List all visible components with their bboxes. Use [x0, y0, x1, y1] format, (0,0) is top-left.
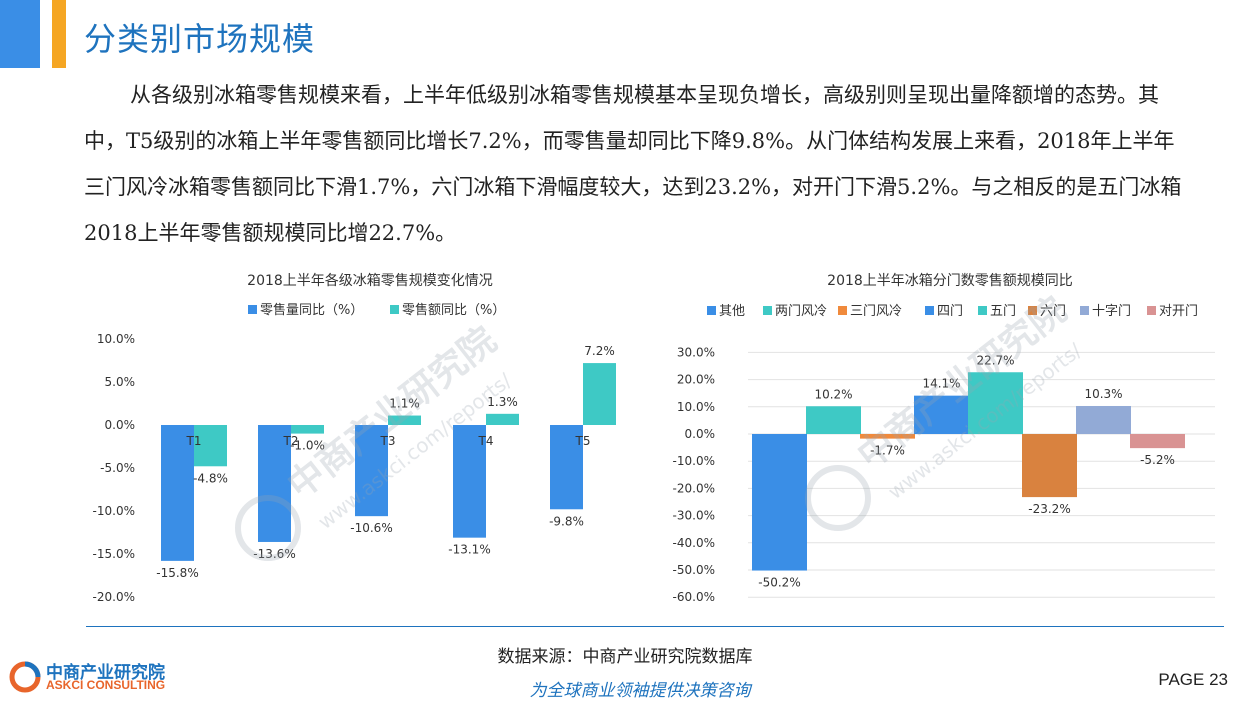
- bar: [550, 425, 583, 510]
- legend-label: 两门风冷: [775, 304, 827, 319]
- logo-text-en: ASKCI CONSULTING: [46, 678, 166, 692]
- legend-swatch: [390, 305, 399, 314]
- y-tick-label: -20.0%: [93, 590, 135, 604]
- y-tick-label: -15.0%: [93, 547, 135, 561]
- bar: [388, 415, 421, 425]
- data-label: -15.8%: [156, 566, 198, 580]
- body-paragraph: 从各级别冰箱零售规模来看，上半年低级别冰箱零售规模基本呈现负增长，高级别则呈现出…: [84, 72, 1184, 256]
- chart-title: 2018上半年冰箱分门数零售额规模同比: [827, 273, 1073, 289]
- y-tick-label: -5.0%: [100, 461, 135, 475]
- legend-swatch: [763, 306, 772, 315]
- y-tick-label: -60.0%: [673, 590, 715, 604]
- legend-swatch: [248, 305, 257, 314]
- y-tick-label: 5.0%: [105, 375, 136, 389]
- bar: [194, 425, 227, 467]
- bar: [860, 434, 915, 439]
- legend-label: 其他: [719, 304, 745, 319]
- data-label: 22.7%: [976, 353, 1014, 367]
- bar: [486, 413, 519, 425]
- x-tick-label: T4: [478, 434, 494, 448]
- bar: [1130, 434, 1185, 449]
- bar: [914, 395, 969, 434]
- x-tick-label: T3: [380, 434, 396, 448]
- legend-swatch: [838, 306, 847, 315]
- data-label: -10.6%: [350, 521, 392, 535]
- y-tick-label: 0.0%: [685, 427, 716, 441]
- footer-divider: [86, 626, 1224, 627]
- y-tick-label: 20.0%: [677, 373, 715, 387]
- legend-label: 六门: [1040, 304, 1066, 319]
- data-label: 7.2%: [584, 344, 615, 358]
- legend-label: 十字门: [1092, 304, 1131, 319]
- legend-label: 三门风冷: [850, 304, 902, 319]
- header-accent-bar-secondary: [52, 0, 66, 68]
- data-label: -9.8%: [549, 514, 584, 528]
- bar: [968, 372, 1023, 434]
- y-tick-label: 10.0%: [677, 400, 715, 414]
- y-tick-label: -40.0%: [673, 536, 715, 550]
- bar: [291, 425, 324, 434]
- header-accent-bar: [0, 0, 40, 68]
- data-label: 1.3%: [487, 395, 518, 409]
- data-label: -1.7%: [870, 444, 905, 458]
- legend-swatch: [1028, 306, 1037, 315]
- bar: [1022, 434, 1077, 498]
- data-source: 数据来源：中商产业研究院数据库: [497, 647, 753, 667]
- data-label: -13.1%: [448, 543, 490, 557]
- legend-label: 五门: [990, 304, 1016, 319]
- chart-title: 2018上半年各级冰箱零售规模变化情况: [247, 273, 493, 289]
- bar: [752, 434, 807, 571]
- y-tick-label: 0.0%: [105, 418, 136, 432]
- legend-label: 对开门: [1159, 304, 1198, 319]
- bar: [583, 363, 616, 425]
- legend-label: 零售量同比（%）: [260, 302, 363, 318]
- body-paragraph-text: 从各级别冰箱零售规模来看，上半年低级别冰箱零售规模基本呈现负增长，高级别则呈现出…: [84, 83, 1182, 245]
- y-tick-label: 10.0%: [97, 332, 135, 346]
- bar: [453, 425, 486, 538]
- page-title: 分类别市场规模: [84, 20, 316, 58]
- bar: [806, 406, 861, 434]
- legend-label: 零售额同比（%）: [402, 302, 505, 318]
- legend-swatch: [1147, 306, 1156, 315]
- bar: [1076, 405, 1131, 434]
- y-tick-label: 30.0%: [677, 345, 715, 359]
- data-label: 10.3%: [1084, 387, 1122, 401]
- data-label: -1.0%: [290, 439, 325, 453]
- y-tick-label: -20.0%: [673, 481, 715, 495]
- data-label: 10.2%: [814, 387, 852, 401]
- y-tick-label: -30.0%: [673, 509, 715, 523]
- data-label: 1.1%: [389, 397, 420, 411]
- data-label: -5.2%: [1140, 453, 1175, 467]
- company-logo: 中商产业研究院 ASKCI CONSULTING: [8, 656, 178, 696]
- slogan: 为全球商业领袖提供决策咨询: [529, 681, 751, 701]
- data-label: -13.6%: [253, 547, 295, 561]
- legend-swatch: [707, 306, 716, 315]
- page-number: PAGE 23: [1158, 670, 1228, 689]
- bar: [161, 425, 194, 561]
- legend-swatch: [925, 306, 934, 315]
- bar: [258, 425, 291, 542]
- y-tick-label: -50.0%: [673, 563, 715, 577]
- legend-swatch: [978, 306, 987, 315]
- data-label: -4.8%: [193, 471, 228, 485]
- x-tick-label: T2: [283, 434, 299, 448]
- x-tick-label: T1: [186, 434, 202, 448]
- data-label: 14.1%: [922, 377, 960, 391]
- logo-text-cn: 中商产业研究院: [46, 663, 165, 683]
- y-tick-label: -10.0%: [673, 454, 715, 468]
- data-label: -23.2%: [1028, 502, 1070, 516]
- data-label: -50.2%: [758, 576, 800, 590]
- y-tick-label: -10.0%: [93, 504, 135, 518]
- legend-swatch: [1080, 306, 1089, 315]
- legend-label: 四门: [937, 304, 963, 319]
- bar: [355, 425, 388, 517]
- logo-icon: [9, 661, 41, 693]
- x-tick-label: T5: [575, 434, 591, 448]
